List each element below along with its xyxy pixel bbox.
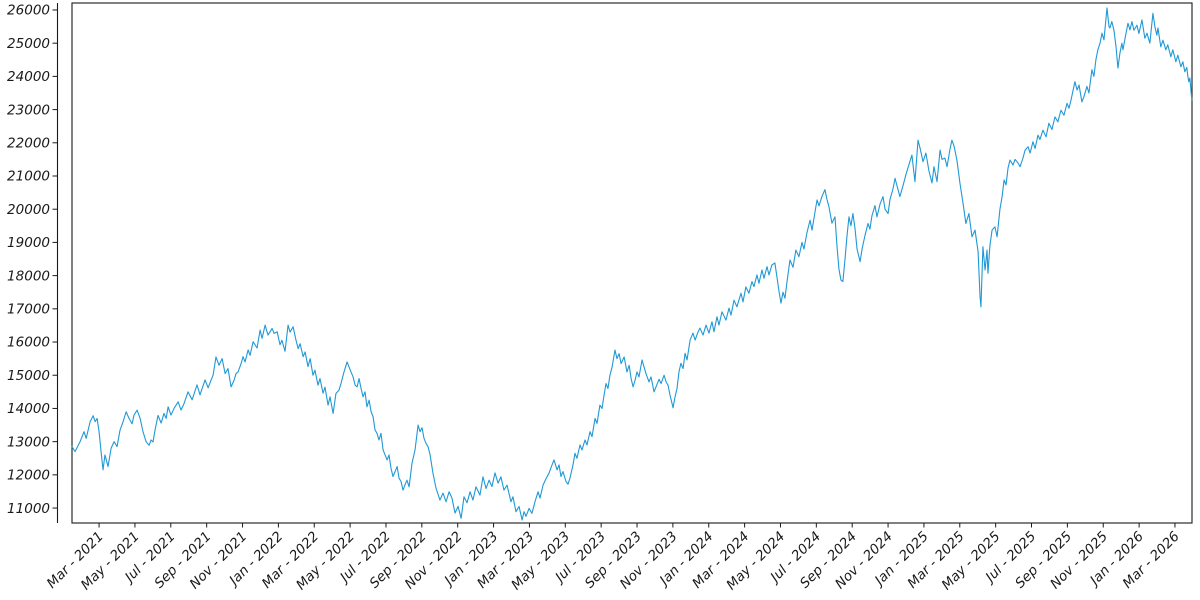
y-tick-label: 11000 bbox=[7, 501, 50, 517]
y-tick-label: 16000 bbox=[7, 335, 50, 351]
plot-frame bbox=[71, 2, 1193, 524]
y-tick-label: 14000 bbox=[7, 401, 50, 417]
y-tick-label: 21000 bbox=[7, 169, 50, 185]
y-tick-label: 22000 bbox=[7, 135, 50, 151]
y-tick-label: 25000 bbox=[7, 36, 50, 52]
y-tick-label: 15000 bbox=[7, 368, 50, 384]
y-axis: 11000 12000 13000 14000 15000 16000 17000 18000… bbox=[7, 3, 58, 517]
y-tick-label: 19000 bbox=[7, 235, 50, 251]
y-tick-label: 12000 bbox=[7, 468, 50, 484]
y-tick-label: 13000 bbox=[7, 434, 50, 450]
y-tick-label: 23000 bbox=[7, 102, 50, 118]
price-line-index-value bbox=[71, 7, 1193, 521]
y-tick-label: 20000 bbox=[7, 202, 50, 218]
y-tick-label: 18000 bbox=[7, 268, 50, 284]
y-tick-label: 24000 bbox=[7, 69, 50, 85]
y-tick-label: 26000 bbox=[7, 3, 50, 19]
y-tick-label: 17000 bbox=[7, 302, 50, 318]
